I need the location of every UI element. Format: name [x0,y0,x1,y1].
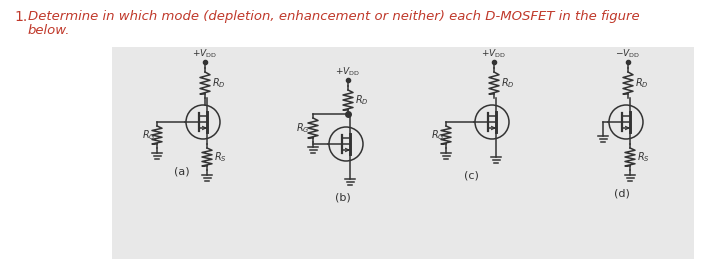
Text: $R_G$: $R_G$ [431,128,445,142]
Text: $R_S$: $R_S$ [214,150,227,164]
Text: (d): (d) [613,189,630,199]
Text: $R_D$: $R_D$ [355,93,369,107]
FancyBboxPatch shape [112,47,694,259]
Text: $R_D$: $R_D$ [501,76,515,90]
Text: $+V_{\mathrm{DD}}$: $+V_{\mathrm{DD}}$ [192,48,218,60]
Text: (a): (a) [174,167,190,177]
Text: Determine in which mode (depletion, enhancement or neither) each D-MOSFET in the: Determine in which mode (depletion, enha… [28,10,639,23]
Text: $R_D$: $R_D$ [635,76,649,90]
Text: $-V_{\mathrm{DD}}$: $-V_{\mathrm{DD}}$ [615,48,641,60]
Text: $+V_{\mathrm{DD}}$: $+V_{\mathrm{DD}}$ [482,48,506,60]
Text: (c): (c) [464,171,479,181]
Text: (b): (b) [335,193,351,203]
Text: below.: below. [28,24,70,37]
Text: $R_S$: $R_S$ [637,150,650,164]
Text: 1.: 1. [14,10,27,24]
Text: $+V_{\mathrm{DD}}$: $+V_{\mathrm{DD}}$ [336,66,360,78]
Text: $R_G$: $R_G$ [142,128,156,142]
Text: $R_D$: $R_D$ [212,76,226,90]
Text: $R_G$: $R_G$ [296,121,309,135]
